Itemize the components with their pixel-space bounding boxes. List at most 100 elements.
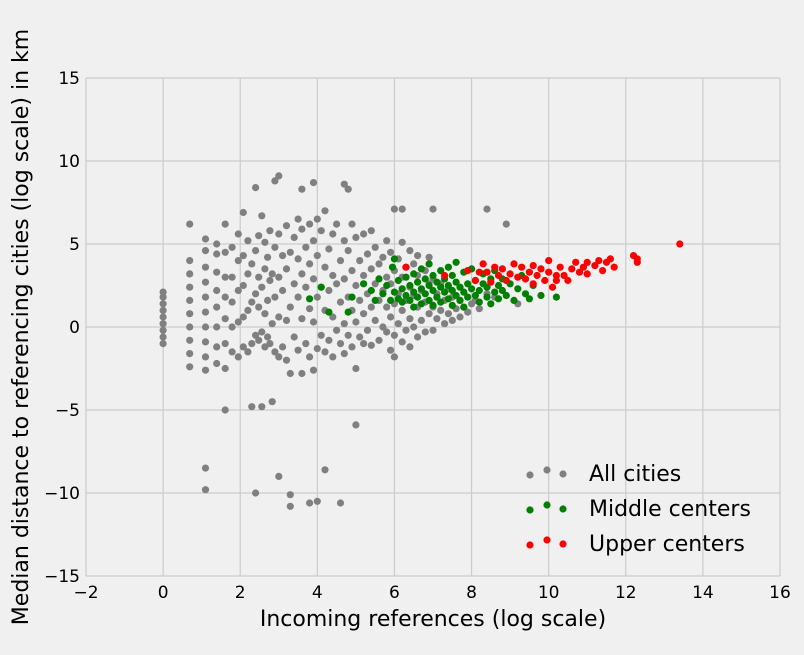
data-point [248,260,256,268]
data-point [213,240,221,248]
data-point [583,270,591,278]
data-point [255,336,263,344]
data-point [352,364,360,373]
data-point [437,298,445,306]
data-point [583,258,591,266]
data-point [398,338,406,346]
data-point [228,323,236,331]
data-point [186,323,194,331]
data-point [448,316,456,324]
data-point [275,313,283,321]
data-point [437,267,445,275]
x-tick-label: 14 [692,583,714,603]
data-point [186,257,194,265]
data-point [402,291,410,300]
data-point [356,257,364,265]
data-point [201,293,210,301]
data-point [464,293,472,301]
data-point [264,333,272,341]
data-point [201,263,210,271]
legend-marker [526,471,534,479]
data-point [340,320,348,328]
data-point [398,285,406,293]
data-point [494,281,503,290]
data-point [340,237,348,245]
data-point [367,341,375,349]
data-point [228,298,236,306]
data-point [266,227,274,235]
data-point [313,497,321,505]
data-point [336,298,345,306]
data-point [186,350,194,358]
data-point [414,333,422,341]
data-point [186,363,194,371]
data-point [460,303,468,311]
data-point [610,263,618,271]
data-point [221,273,229,281]
data-point [433,278,441,286]
data-point [514,273,522,281]
data-point [213,303,221,311]
data-point [552,293,561,301]
data-point [279,343,287,351]
data-point [306,220,314,228]
legend-label: Upper centers [589,532,745,557]
data-point [491,263,499,271]
data-point [398,205,406,213]
data-point [313,345,321,353]
data-point [234,286,242,295]
data-point [429,301,437,309]
data-point [268,320,276,328]
data-point [348,293,356,301]
data-point [398,298,406,306]
data-point [406,247,414,255]
data-point [261,310,269,318]
data-point [258,212,266,220]
data-point [186,270,194,278]
series-3 [402,240,684,291]
data-point [510,260,518,268]
data-point [282,356,291,364]
data-point [367,227,375,235]
data-point [425,296,433,304]
data-point [402,273,410,281]
data-point [371,296,379,304]
data-point [317,283,325,291]
data-point [321,263,329,271]
data-point [529,280,537,288]
data-point [333,220,341,228]
data-point [448,271,456,280]
data-point [402,263,410,271]
data-point [414,278,422,286]
data-point [321,348,329,356]
data-point [258,328,266,336]
data-point [464,308,472,316]
data-point [221,220,229,228]
legend-marker [526,541,534,549]
data-point [510,296,518,304]
data-point [437,283,445,291]
data-point [252,247,260,255]
y-tick-label: −5 [55,401,80,421]
data-point [279,286,287,295]
data-point [483,268,491,276]
data-point [410,288,418,296]
data-point [248,298,256,306]
data-point [371,280,379,288]
data-point [221,315,229,323]
data-point [388,263,397,271]
data-point [572,258,580,266]
data-point [329,271,337,280]
data-point [186,283,194,291]
data-point [298,315,306,323]
data-point [387,248,395,256]
data-point [159,300,167,308]
data-point [452,258,460,266]
data-point [313,293,321,301]
data-point [261,265,269,273]
data-point [406,315,414,323]
data-point [325,336,333,344]
data-point [599,267,607,275]
data-point [518,263,526,271]
data-point [606,255,615,263]
